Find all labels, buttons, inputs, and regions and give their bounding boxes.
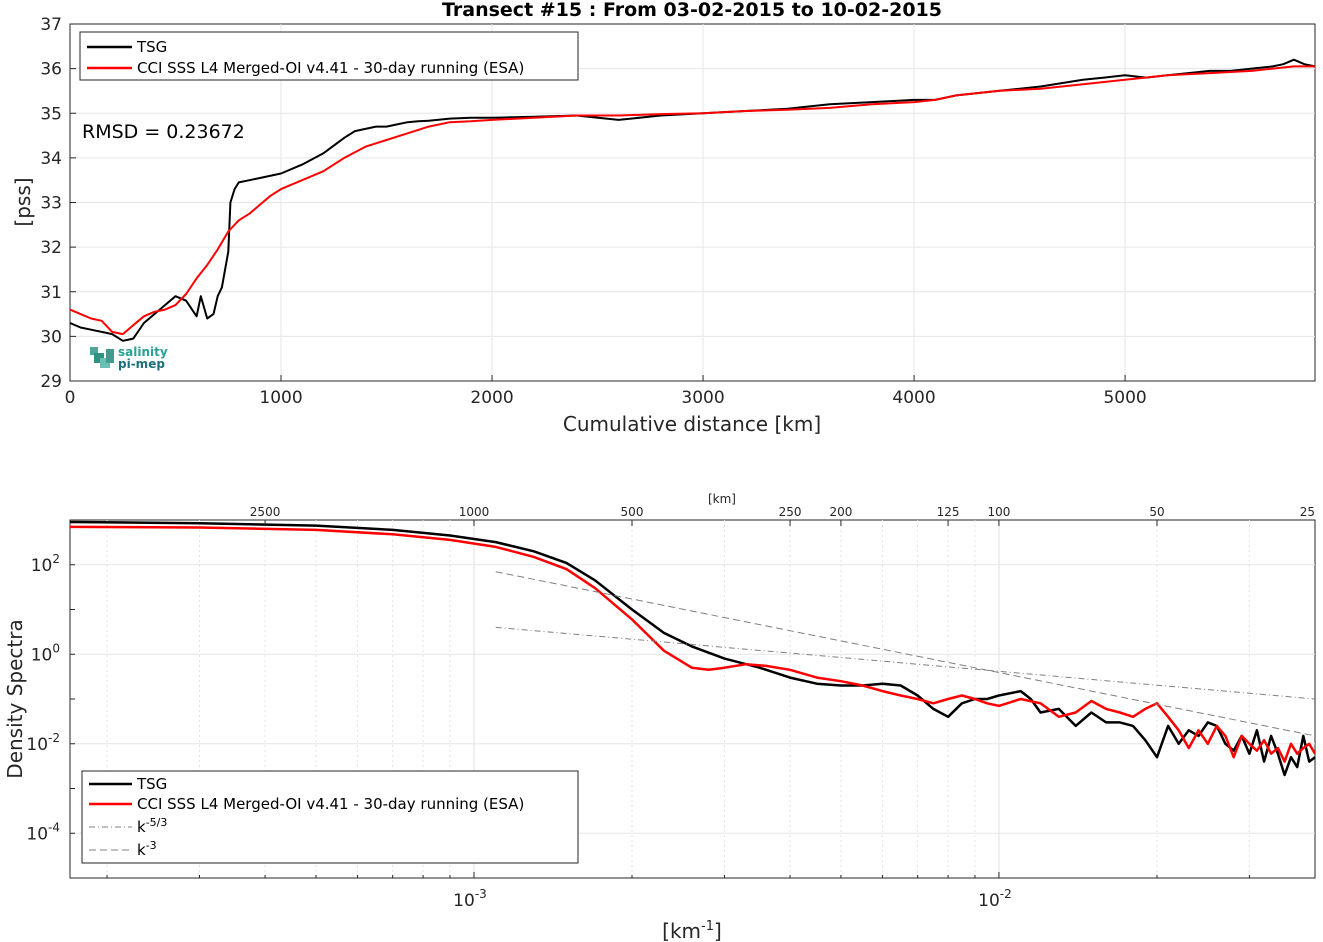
bottom-xtick-label: 10-2 xyxy=(978,887,1012,911)
logo-text-pimep: pi-mep xyxy=(118,357,165,371)
bottom-series-tsg-line xyxy=(69,520,1316,777)
top-legend-label-tsg: TSG xyxy=(136,38,167,56)
bottom-x-axis-label-text: [km-1] xyxy=(662,919,722,942)
logo-block-2 xyxy=(94,353,104,363)
top-xtick-label: 5000 xyxy=(1103,388,1146,408)
bottom-series-cci-line xyxy=(69,525,1317,763)
top-ytick-label: 34 xyxy=(40,149,62,169)
bottom-top-axis-label: [km] xyxy=(708,492,736,506)
top-ytick-label: 29 xyxy=(40,372,62,392)
bottom-top-tick-label: 100 xyxy=(987,505,1010,519)
bottom-ytick-label: 102 xyxy=(31,552,60,576)
salinity-pi-mep-logo: salinity pi-mep xyxy=(90,345,168,371)
bottom-top-tick-label: 25 xyxy=(1300,505,1315,519)
bottom-legend: TSG CCI SSS L4 Merged-OI v4.41 - 30-day … xyxy=(81,770,579,864)
bottom-top-tick-label: 500 xyxy=(621,505,644,519)
bottom-ytick-label: 100 xyxy=(31,641,60,665)
top-ytick-label: 30 xyxy=(40,327,62,347)
logo-block-1 xyxy=(90,347,98,355)
bottom-top-tick-label: 125 xyxy=(937,505,960,519)
bottom-top-tick-label: 2500 xyxy=(250,505,281,519)
top-series-cci-line xyxy=(69,65,1315,336)
bottom-series-k53-line xyxy=(495,626,1316,700)
top-ytick-label: 36 xyxy=(40,60,62,80)
top-chart: 0 1000 2000 3000 4000 5000293031323334353637 … xyxy=(11,0,1316,436)
bottom-ytick-label: 10-2 xyxy=(26,731,60,755)
bottom-legend-label-k3: k-3 xyxy=(137,839,157,859)
bottom-ticks: 10-4 10-2 100 102 10-3 10-2 2500 1000 500 250 200 1… xyxy=(26,505,1316,911)
bottom-series-k3-line xyxy=(495,571,1316,737)
top-ytick-label: 35 xyxy=(40,104,62,124)
bottom-series xyxy=(69,520,1317,777)
top-legend-label-cci: CCI SSS L4 Merged-OI v4.41 - 30-day runn… xyxy=(137,59,524,77)
bottom-ytick-label: 10-4 xyxy=(26,820,60,844)
top-xtick-label: 3000 xyxy=(681,388,724,408)
bottom-top-tick-label: 50 xyxy=(1149,505,1164,519)
top-y-axis-label: [pss] xyxy=(11,177,35,226)
top-ytick-label: 31 xyxy=(40,283,62,303)
bottom-legend-label-k53: k-5/3 xyxy=(137,816,167,836)
top-ytick-label: 37 xyxy=(40,15,62,35)
bottom-top-tick-label: 1000 xyxy=(459,505,490,519)
top-legend: TSG CCI SSS L4 Merged-OI v4.41 - 30-day … xyxy=(79,31,579,81)
top-xtick-label: 4000 xyxy=(892,388,935,408)
top-series xyxy=(69,58,1316,342)
bottom-y-axis-label: Density Spectra xyxy=(3,619,27,778)
bottom-xtick-label: 10-3 xyxy=(453,887,487,911)
top-chart-title: Transect #15 : From 03-02-2015 to 10-02-… xyxy=(442,0,942,21)
bottom-legend-label-cci: CCI SSS L4 Merged-OI v4.41 - 30-day runn… xyxy=(137,795,524,813)
rmsd-annotation: RMSD = 0.23672 xyxy=(82,121,245,143)
bottom-chart: 10-4 10-2 100 102 10-3 10-2 2500 1000 500 250 200 1… xyxy=(3,492,1317,942)
top-grid xyxy=(70,24,1315,381)
bottom-top-tick-label: 200 xyxy=(829,505,852,519)
logo-block-3 xyxy=(100,358,110,368)
logo-text-salinity: salinity xyxy=(118,345,168,359)
top-ytick-label: 32 xyxy=(40,238,62,258)
top-x-axis-label: Cumulative distance [km] xyxy=(563,412,821,436)
bottom-x-axis-label: [km-1] xyxy=(662,919,722,942)
top-xtick-label: 1000 xyxy=(259,388,302,408)
bottom-legend-box xyxy=(81,770,579,864)
top-legend-box xyxy=(79,31,579,81)
logo-block-4 xyxy=(106,349,114,363)
top-ytick-label: 33 xyxy=(40,194,62,214)
top-xtick-label: 0 xyxy=(65,388,76,408)
bottom-top-tick-label: 250 xyxy=(779,505,802,519)
top-series-tsg-line xyxy=(69,58,1316,342)
top-xtick-label: 2000 xyxy=(470,388,513,408)
bottom-legend-label-tsg: TSG xyxy=(136,775,167,793)
top-ticks: 0 1000 2000 3000 4000 5000 29 30 31 32 33 34 35 36 37 xyxy=(40,15,1146,408)
